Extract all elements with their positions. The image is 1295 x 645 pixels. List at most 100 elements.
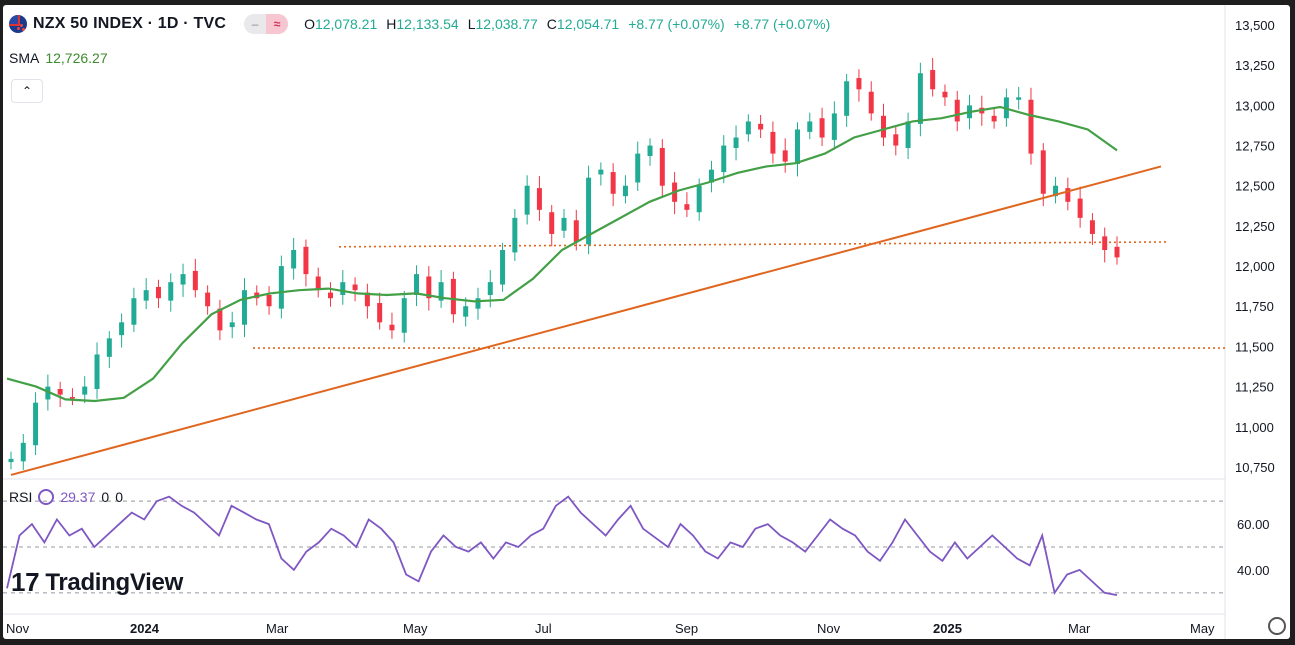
x-tick-label: Nov (817, 621, 841, 636)
candle-body (291, 250, 297, 269)
tradingview-logo[interactable]: 17 TradingView (11, 567, 183, 598)
candle-body (192, 270, 198, 291)
candle-body (20, 442, 26, 462)
candle-body (389, 324, 395, 331)
sma-value: 12,726.27 (45, 50, 108, 66)
candle-body (155, 286, 161, 299)
candle-body (1065, 188, 1071, 202)
x-tick-label: May (1190, 621, 1215, 636)
y-tick-label: 13,000 (1235, 98, 1275, 113)
low-value: 12,038.77 (475, 16, 538, 32)
x-tick-label: Sep (675, 621, 698, 636)
candle-body (33, 402, 39, 446)
candle-body (881, 115, 887, 138)
close-value: 12,054.71 (556, 16, 620, 32)
candle-body (315, 276, 321, 291)
legend-header: NZX 50 INDEX · 1D · TVC – ≈ O12,078.21 H… (9, 14, 830, 34)
y-tick-label: 12,500 (1235, 179, 1275, 194)
candle-body (229, 322, 235, 328)
low-label: L (467, 16, 476, 32)
minus-icon[interactable]: – (244, 14, 267, 34)
candle-body (119, 322, 125, 336)
tradingview-mark-icon: 17 (11, 567, 40, 597)
candle-body (57, 388, 63, 395)
chevron-up-icon[interactable]: ⌃ (11, 79, 43, 103)
y-tick-label: 11,500 (1235, 339, 1274, 354)
price-chart[interactable]: 13,500 13,250 13,000 12,750 12,500 12,250 12,0… (3, 5, 1290, 639)
sma-line (6, 105, 1118, 403)
x-tick-label: May (403, 621, 428, 636)
candle-body (524, 185, 530, 215)
change-value-2: +8.77 (+0.07%) (733, 16, 831, 32)
open-label: O (304, 16, 315, 32)
candle-body (438, 282, 444, 301)
symbol-title[interactable]: NZX 50 INDEX · 1D · TVC (33, 15, 227, 32)
candle-body (708, 169, 714, 183)
candle-body (1077, 198, 1083, 218)
candle-body (131, 298, 137, 325)
candle-body (450, 278, 456, 315)
candle-body (352, 284, 358, 291)
candle-body (217, 308, 223, 331)
candle-body (328, 292, 334, 299)
x-tick-label: 2024 (130, 621, 160, 636)
candle-body (266, 294, 272, 307)
y-tick-label: 12,750 (1235, 139, 1275, 154)
candle-body (106, 338, 112, 357)
wave-icon[interactable]: ≈ (266, 14, 289, 34)
change-value: +8.77 (+0.07%) (628, 16, 725, 32)
y-tick-label: 12,250 (1235, 219, 1275, 234)
sma-legend[interactable]: SMA 12,726.27 (9, 50, 108, 66)
candle-body (586, 177, 592, 245)
resistance-level-line (338, 241, 1167, 248)
compare-toggle[interactable]: – ≈ (244, 14, 289, 34)
candle-body (635, 153, 641, 183)
candle-body (463, 306, 469, 317)
nz-flag-icon (9, 15, 27, 33)
candle-body (561, 217, 567, 231)
rsi-extra-2: 0 (115, 489, 123, 505)
candle-body (1053, 185, 1059, 197)
candle-body (8, 458, 14, 463)
y-tick-label: 11,000 (1235, 420, 1274, 435)
candle-body (377, 303, 383, 323)
candle-body (364, 292, 370, 307)
candle-body (844, 81, 850, 116)
candle-body (1089, 220, 1095, 234)
rsi-value: 29.37 (60, 489, 96, 505)
candle-body (340, 282, 346, 295)
x-tick-label: Jul (535, 621, 552, 636)
settings-icon[interactable] (1268, 617, 1286, 635)
rsi-legend[interactable]: RSI 29.37 0 0 (9, 489, 123, 505)
candle-body (69, 397, 75, 399)
high-value: 12,133.54 (396, 16, 459, 32)
y-tick-label: 13,500 (1235, 18, 1275, 33)
candle-body (241, 290, 247, 325)
candle-body (733, 137, 739, 148)
ohlc-values: O12,078.21 H12,133.54 L12,038.77 C12,054… (304, 16, 830, 32)
candle-body (1028, 99, 1034, 154)
rsi-line (6, 495, 1118, 596)
candle-body (82, 386, 88, 395)
open-value: 12,078.21 (314, 16, 378, 32)
y-tick-label: 11,250 (1235, 380, 1274, 395)
rsi-tick-label: 60.00 (1237, 517, 1270, 532)
candle-body (893, 134, 899, 146)
candle-body (610, 172, 616, 194)
y-tick-label: 11,750 (1235, 299, 1274, 314)
candle-body (401, 298, 407, 333)
candle-body (758, 123, 764, 130)
x-tick-label: Nov (6, 621, 30, 636)
high-label: H (386, 16, 397, 32)
candle-body (647, 145, 653, 156)
candle-body (745, 121, 751, 135)
candle-body (303, 246, 309, 275)
candle-body (45, 386, 51, 400)
candle-body (807, 121, 813, 132)
candle-body (856, 78, 862, 90)
x-tick-label: Mar (266, 621, 289, 636)
rsi-tick-label: 40.00 (1237, 563, 1270, 578)
trendline (10, 165, 1162, 476)
refresh-icon[interactable] (38, 489, 55, 505)
y-tick-label: 12,000 (1235, 259, 1275, 274)
